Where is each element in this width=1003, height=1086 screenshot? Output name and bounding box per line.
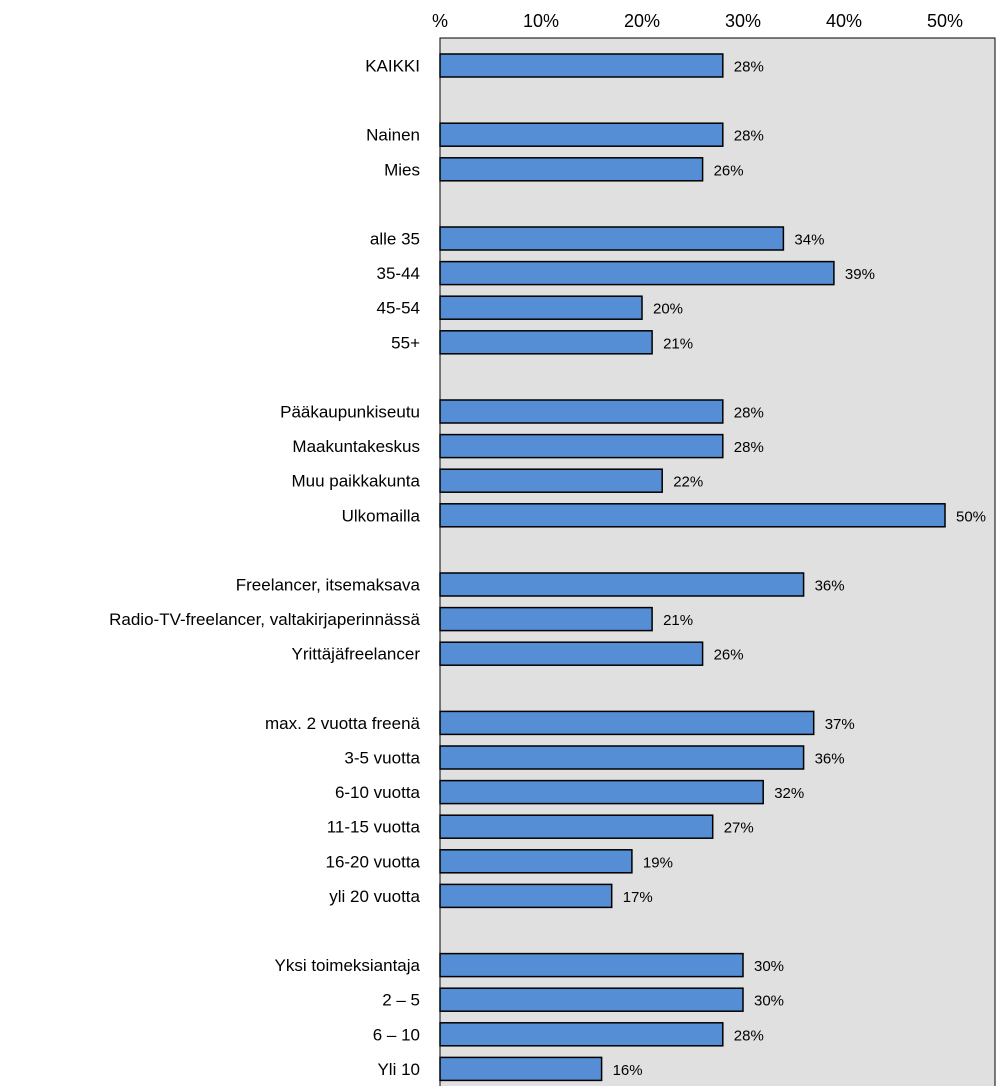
category-labels: KAIKKI Nainen Mies alle 35 35-44 45-54 55+ Pääk… <box>109 57 420 1079</box>
data-label: 17% <box>623 889 653 906</box>
plot-area <box>439 37 996 1086</box>
bar <box>439 1056 603 1082</box>
bar <box>439 330 653 355</box>
data-label: 32% <box>774 785 804 802</box>
bar <box>439 226 785 251</box>
bar <box>439 952 744 978</box>
data-label: 28% <box>734 59 764 76</box>
bar <box>439 260 835 286</box>
category-label: 16-20 vuotta <box>325 852 420 871</box>
category-label: max. 2 vuotta freenä <box>265 714 421 733</box>
x-tick-label: 20% <box>624 11 660 31</box>
bar <box>439 883 613 909</box>
data-labels: 28% 28% 26% 34% 39% 20% 21% 28% 28% 22% 50% 36% 21% 2… <box>613 59 986 1079</box>
bar <box>439 503 946 528</box>
bar <box>439 295 643 320</box>
bar <box>439 606 653 632</box>
data-label: 36% <box>815 751 845 768</box>
category-label: Pääkaupunkiseutu <box>280 403 420 422</box>
category-label: Ulkomailla <box>342 506 421 525</box>
bar <box>439 399 724 424</box>
category-label: 6-10 vuotta <box>335 783 421 802</box>
category-label: 55+ <box>391 333 420 352</box>
bar <box>439 433 724 459</box>
category-label: Radio-TV-freelancer, valtakirjaperinnäss… <box>109 610 420 629</box>
data-label: 28% <box>734 1027 764 1044</box>
bar <box>439 157 704 182</box>
bar <box>439 779 764 805</box>
bar <box>439 745 805 770</box>
data-label: 26% <box>714 647 744 664</box>
category-label: 35-44 <box>377 264 420 283</box>
bar <box>439 710 815 736</box>
data-label: 28% <box>734 439 764 456</box>
category-label: 3-5 vuotta <box>344 749 420 768</box>
x-tick-label: 50% <box>927 11 963 31</box>
bar <box>439 572 805 597</box>
bar <box>439 987 744 1012</box>
data-label: 16% <box>613 1062 643 1079</box>
bar <box>439 849 633 874</box>
category-label: KAIKKI <box>365 57 420 76</box>
x-tick-label: % <box>432 11 448 31</box>
data-label: 28% <box>734 128 764 145</box>
bars <box>439 53 946 1082</box>
x-tick-label: 10% <box>523 11 559 31</box>
data-label: 30% <box>754 993 784 1010</box>
category-label: 6 – 10 <box>373 1025 420 1044</box>
data-label: 37% <box>825 716 855 733</box>
data-label: 28% <box>734 405 764 422</box>
bar <box>439 53 724 78</box>
data-label: 34% <box>794 232 824 249</box>
category-label: Maakuntakeskus <box>292 437 420 456</box>
x-tick-label: 40% <box>826 11 862 31</box>
x-tick-label: 30% <box>725 11 761 31</box>
data-label: 20% <box>653 301 683 318</box>
data-label: 22% <box>673 474 703 491</box>
category-label: Yli 10 <box>377 1060 420 1079</box>
data-label: 36% <box>815 578 845 595</box>
category-label: Yrittäjäfreelancer <box>291 645 420 664</box>
category-label: Muu paikkakunta <box>291 472 420 491</box>
data-label: 50% <box>956 508 986 525</box>
x-axis-ticks: % 10% 20% 30% 40% 50% <box>432 11 963 31</box>
data-label: 26% <box>714 162 744 179</box>
category-label: Yksi toimeksiantaja <box>274 956 420 975</box>
category-label: Freelancer, itsemaksava <box>236 576 421 595</box>
data-label: 21% <box>663 335 693 352</box>
bar <box>439 814 714 839</box>
category-label: yli 20 vuotta <box>329 887 420 906</box>
bar <box>439 641 704 666</box>
category-label: 2 – 5 <box>382 991 420 1010</box>
category-label: alle 35 <box>370 230 420 249</box>
bar <box>439 1022 724 1047</box>
bar <box>439 468 663 493</box>
category-label: 45-54 <box>377 299 420 318</box>
data-label: 27% <box>724 820 754 837</box>
bar <box>439 122 724 147</box>
data-label: 21% <box>663 612 693 629</box>
data-label: 39% <box>845 266 875 283</box>
category-label: 11-15 vuotta <box>327 818 421 837</box>
data-label: 19% <box>643 854 673 871</box>
category-label: Mies <box>384 160 420 179</box>
data-label: 30% <box>754 958 784 975</box>
category-label: Nainen <box>366 126 420 145</box>
